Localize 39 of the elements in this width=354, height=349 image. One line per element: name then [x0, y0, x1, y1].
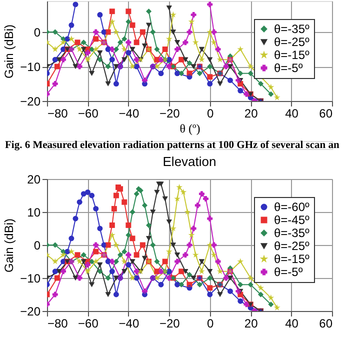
- legend-label: θ=-35º: [274, 226, 310, 240]
- legend-label: θ=-5º: [274, 265, 304, 279]
- y-axis-title: Gain (dBi): [2, 24, 16, 79]
- x-tick-label: −20: [159, 316, 180, 330]
- x-tick-label: −80: [48, 106, 68, 120]
- y-tick-label: 10: [27, 206, 41, 220]
- legend-label: θ=-5º: [274, 61, 304, 75]
- x-tick-label: −60: [78, 316, 99, 330]
- legend-label: θ=-25º: [274, 239, 310, 253]
- y-axis-title: Gain (dBi): [2, 218, 16, 273]
- x-tick-label: −20: [159, 106, 180, 120]
- x-tick-label: −40: [118, 316, 140, 330]
- legend-label: θ=-15º: [274, 48, 310, 62]
- legend-label: θ=-25º: [274, 35, 310, 49]
- x-tick-label: 60: [319, 106, 333, 120]
- caption: Fig. 6 Measured elevation radiation patterns at 100 GHz of several scan an: [5, 140, 340, 151]
- y-tick-label: −20: [20, 304, 41, 318]
- y-tick-label: −10: [20, 272, 41, 286]
- legend-label: θ=-35º: [274, 22, 310, 36]
- x-tick-label: −60: [78, 106, 99, 120]
- x-tick-label: −80: [48, 316, 68, 330]
- x-tick-label: 0: [207, 316, 214, 330]
- x-tick-label: 20: [244, 316, 258, 330]
- x-tick-label: 40: [285, 316, 299, 330]
- y-tick-label: 0: [34, 238, 41, 252]
- legend-label: θ=-45º: [274, 213, 310, 227]
- y-tick-label: 20: [27, 172, 41, 186]
- x-axis-title: θ (º): [180, 122, 200, 136]
- chart-title: Elevation: [162, 154, 216, 169]
- x-tick-label: 0: [207, 106, 214, 120]
- y-tick-label: −10: [20, 60, 41, 74]
- x-tick-label: 40: [285, 106, 299, 120]
- x-tick-label: −40: [118, 106, 140, 120]
- y-tick-label: 0: [34, 26, 41, 40]
- x-tick-label: 20: [244, 106, 258, 120]
- legend-label: θ=-15º: [274, 252, 310, 266]
- y-tick-label: −20: [20, 94, 41, 108]
- x-tick-label: 60: [319, 316, 333, 330]
- legend-label: θ=-60º: [274, 200, 310, 214]
